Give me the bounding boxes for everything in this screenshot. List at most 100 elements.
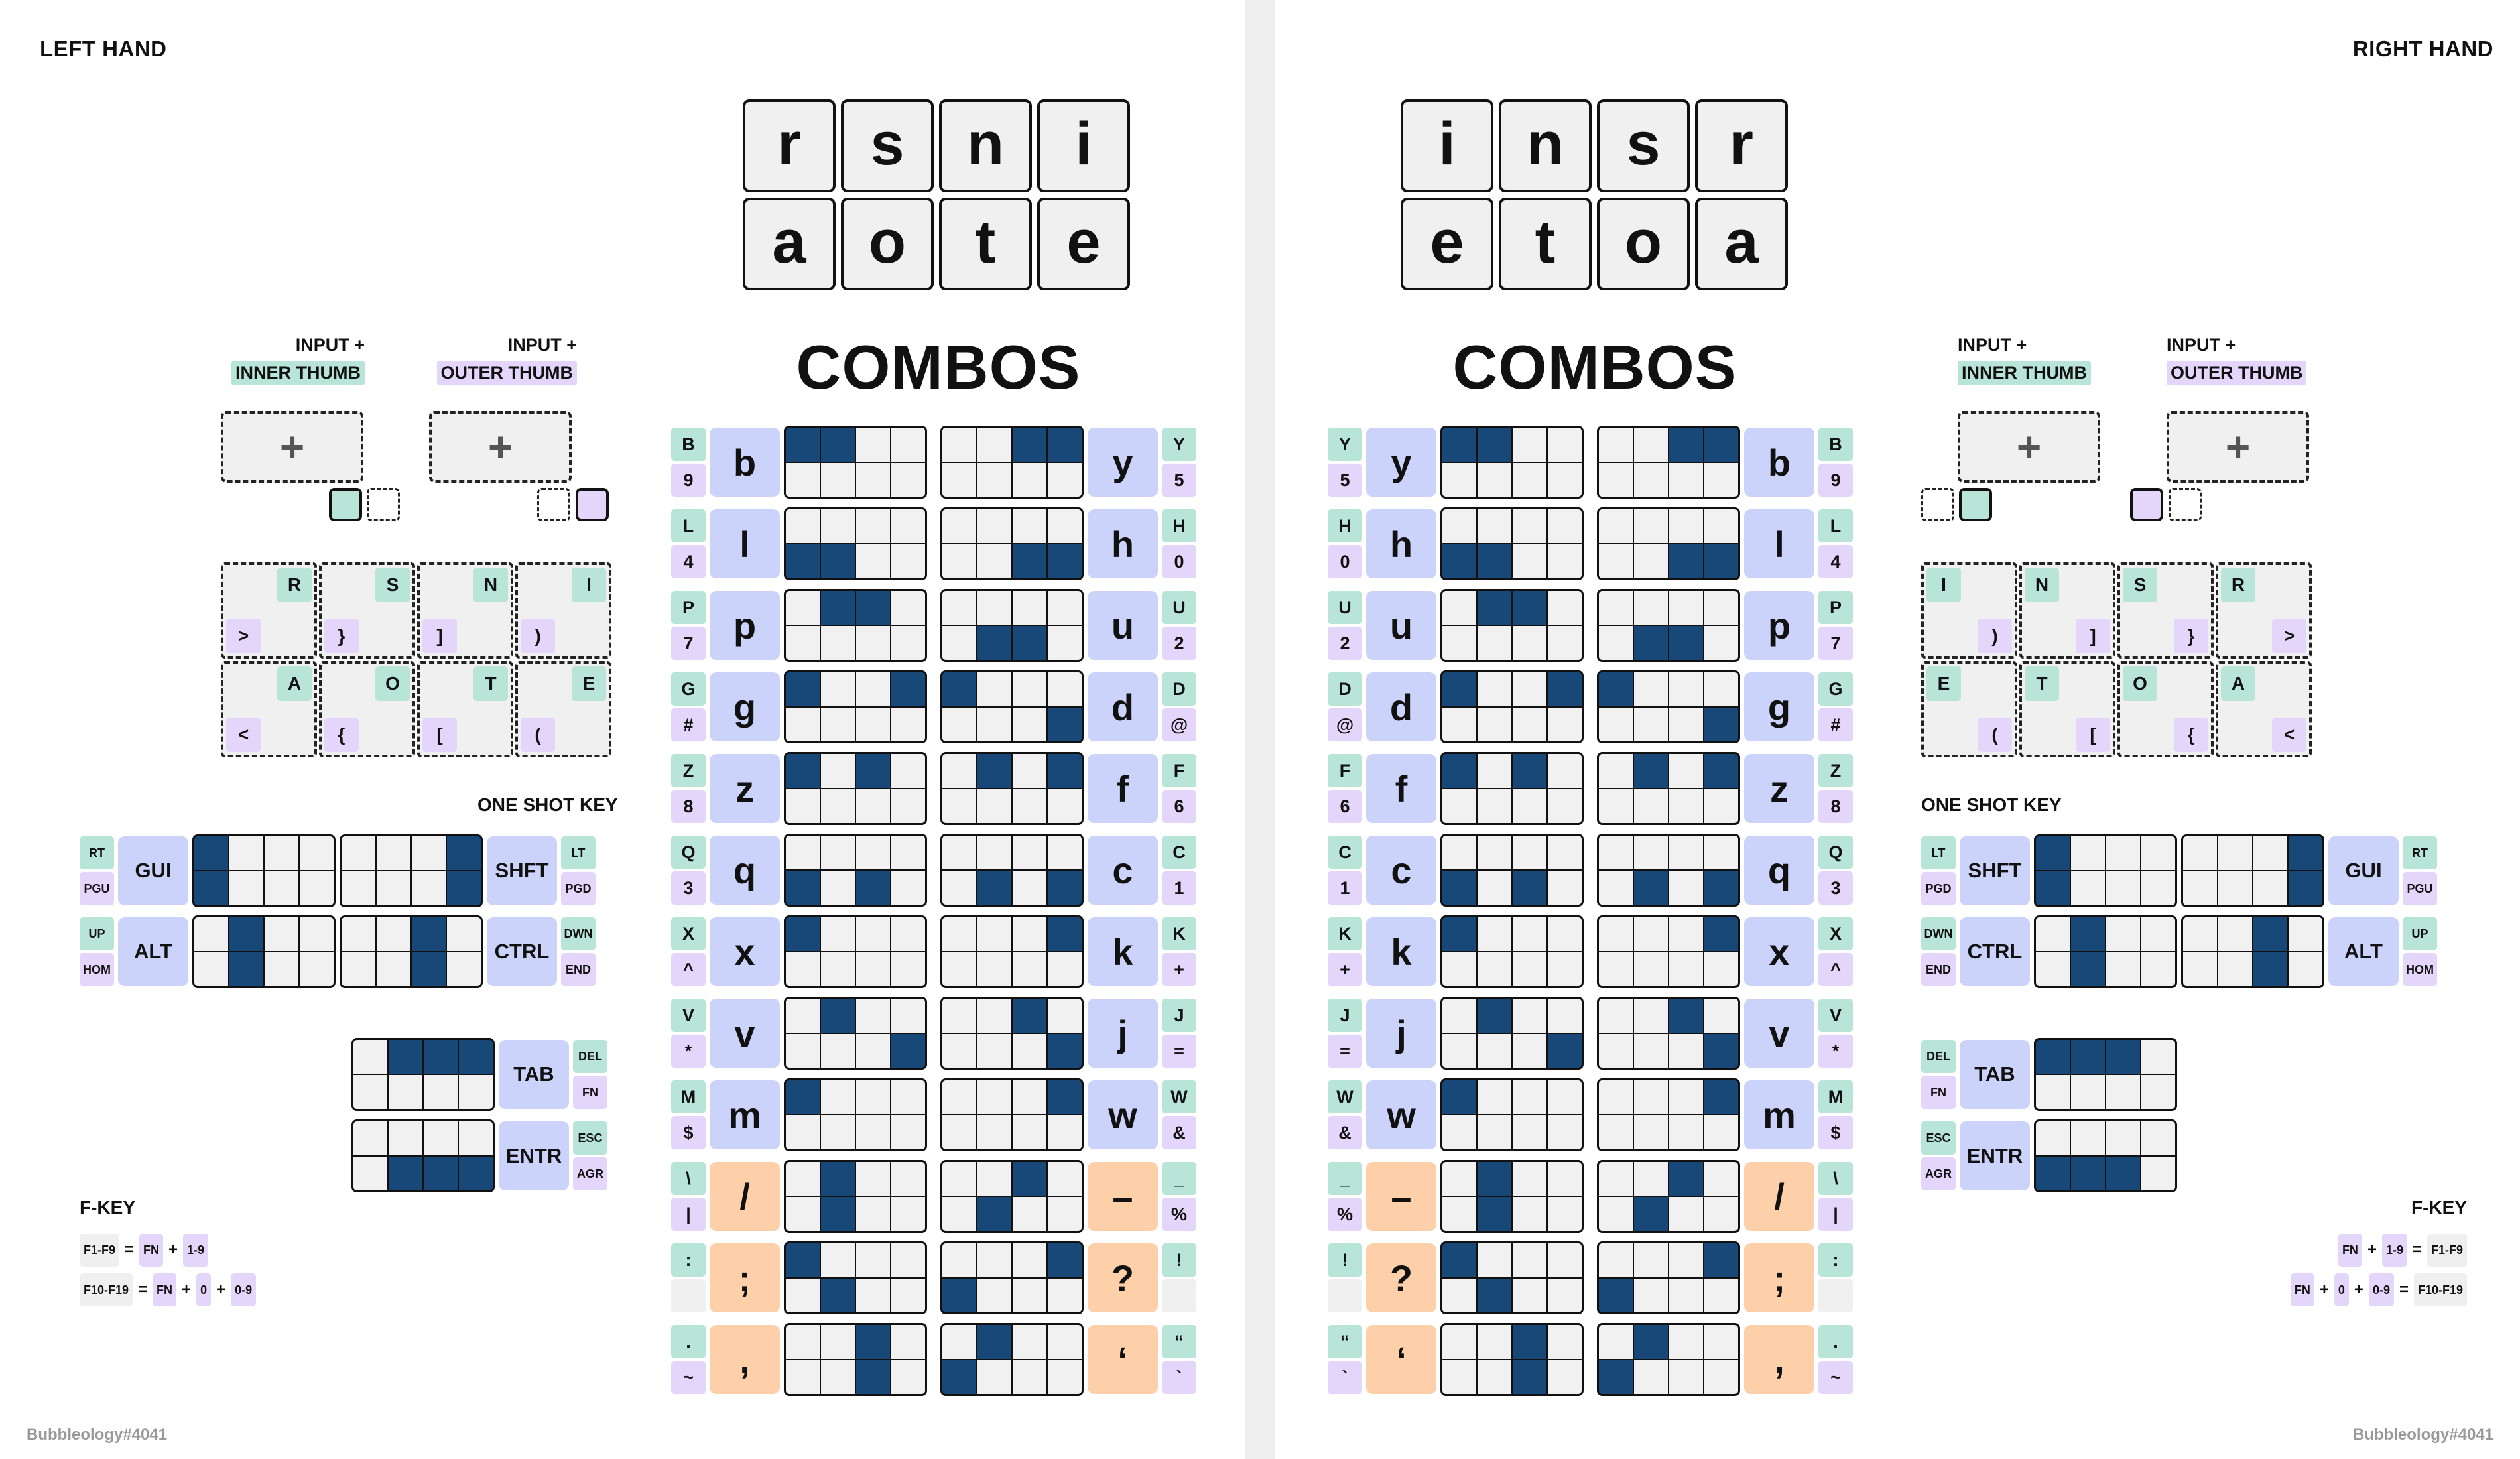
combo-output-key[interactable]: ‘ [1366,1325,1436,1394]
home-row-key[interactable]: T[ [2019,661,2115,757]
combo-output-key[interactable]: d [1366,672,1436,741]
combo-shift-bottom: 5 [1328,464,1362,497]
home-row-key[interactable]: E( [1921,661,2017,757]
combo-output-key[interactable]: b [710,428,780,497]
combo-output-key[interactable]: c [1366,836,1436,905]
home-row-letter: R [277,568,312,602]
home-row-key[interactable]: A < [221,661,317,757]
combo-output-key[interactable]: h [1366,509,1436,578]
combo-output-key[interactable]: j [1088,999,1158,1068]
combo-output-key[interactable]: v [710,999,780,1068]
combo-output-key[interactable]: ? [1088,1243,1158,1312]
modifier-key[interactable]: SHFT [487,836,557,905]
home-row-key[interactable]: I) [1921,562,2017,659]
inner-thumb-key[interactable]: + [1958,411,2100,483]
combo-row: “` ‘,. ~ [1328,1323,1853,1396]
modifier-key[interactable]: ALT [2328,917,2399,986]
modifier-key[interactable]: ALT [118,917,188,986]
mod-alt-top: LT [1921,836,1956,869]
home-row-key[interactable]: E( [515,661,611,757]
modifier-key[interactable]: ENTR [1960,1121,2030,1190]
combo-output-key[interactable]: j [1366,999,1436,1068]
combo-output-key[interactable]: l [710,509,780,578]
combo-output-key[interactable]: x [710,917,780,986]
combo-output-key[interactable]: f [1366,754,1436,823]
combo-cell [353,1040,387,1074]
combo-output-key[interactable]: ‘ [1088,1325,1158,1394]
home-row-key[interactable]: A < [2216,661,2312,757]
modifier-key[interactable]: TAB [1960,1040,2030,1109]
combo-output-key[interactable]: w [1366,1080,1436,1149]
combo-output-key[interactable]: z [710,754,780,823]
combo-cell [977,463,1011,497]
combo-output-key[interactable]: ; [1744,1243,1814,1312]
mod-grid [192,915,336,988]
combo-output-key[interactable]: ; [710,1243,780,1312]
outer-thumb-key[interactable]: + [2167,411,2309,483]
combo-output-key[interactable]: m [710,1080,780,1149]
combo-output-key[interactable]: g [710,672,780,741]
combo-shift-labels: : [1818,1243,1853,1312]
outer-thumb-key[interactable]: + [429,411,572,483]
combo-output-key[interactable]: – [1366,1162,1436,1231]
combo-output-key[interactable]: l [1744,509,1814,578]
combo-output-key[interactable]: z [1744,754,1814,823]
modifier-key[interactable]: TAB [499,1040,569,1109]
combo-cell [856,463,890,497]
home-row-key[interactable]: O{ [319,661,415,757]
combo-output-key[interactable]: , [710,1325,780,1394]
home-row-key[interactable]: S} [2117,562,2214,659]
home-row-key[interactable]: T[ [417,661,513,757]
combo-output-key[interactable]: k [1366,917,1436,986]
home-row-key[interactable]: I) [515,562,611,659]
combo-output-key[interactable]: x [1744,917,1814,986]
combo-output-key[interactable]: f [1088,754,1158,823]
combo-shift-top: J [1162,999,1196,1032]
combo-output-key[interactable]: k [1088,917,1158,986]
combo-output-key[interactable]: b [1744,428,1814,497]
combo-output-key[interactable]: y [1088,428,1158,497]
combo-output-key[interactable]: m [1744,1080,1814,1149]
combo-shift-bottom: 5 [1162,464,1196,497]
modifier-key[interactable]: SHFT [1960,836,2030,905]
home-row-key[interactable]: S} [319,562,415,659]
combo-output-key[interactable]: y [1366,428,1436,497]
combo-output-key[interactable]: v [1744,999,1814,1068]
combo-output-key[interactable]: w [1088,1080,1158,1149]
combo-output-key[interactable]: / [1744,1162,1814,1231]
combo-output-key[interactable]: p [710,591,780,660]
combo-output-key[interactable]: / [710,1162,780,1231]
combo-output-key[interactable]: u [1366,591,1436,660]
combo-output-key[interactable]: , [1744,1325,1814,1394]
home-key: a [1695,198,1788,290]
combo-output-key[interactable]: g [1744,672,1814,741]
combo-cell [1478,917,1511,951]
combo-output-key[interactable]: u [1088,591,1158,660]
home-row-key[interactable]: R > [221,562,317,659]
modifier-key[interactable]: GUI [2328,836,2399,905]
combo-output-key[interactable]: h [1088,509,1158,578]
home-row-key[interactable]: R > [2216,562,2312,659]
combo-cell [856,789,890,823]
combo-output-key[interactable]: ? [1366,1243,1436,1312]
modifier-key[interactable]: GUI [118,836,188,905]
home-row-key[interactable]: N] [2019,562,2115,659]
combo-output-key[interactable]: – [1088,1162,1158,1231]
modifier-key[interactable]: CTRL [1960,917,2030,986]
combo-output-key[interactable]: c [1088,836,1158,905]
combo-output-key[interactable]: p [1744,591,1814,660]
mod-alt-top: DEL [573,1040,607,1073]
combo-output-key[interactable]: q [1744,836,1814,905]
home-row-key[interactable]: N] [417,562,513,659]
home-row-key[interactable]: O{ [2117,661,2214,757]
mod-alt-bottom: PGD [1921,872,1956,905]
combo-cell [891,1279,925,1312]
combo-output-key[interactable]: d [1088,672,1158,741]
inner-thumb-key[interactable]: + [221,411,363,483]
combo-cell [1013,1360,1046,1394]
modifier-key[interactable]: ENTR [499,1121,569,1190]
combo-output-key[interactable]: q [710,836,780,905]
modifier-key[interactable]: CTRL [487,917,557,986]
combo-cell [1548,1034,1582,1068]
